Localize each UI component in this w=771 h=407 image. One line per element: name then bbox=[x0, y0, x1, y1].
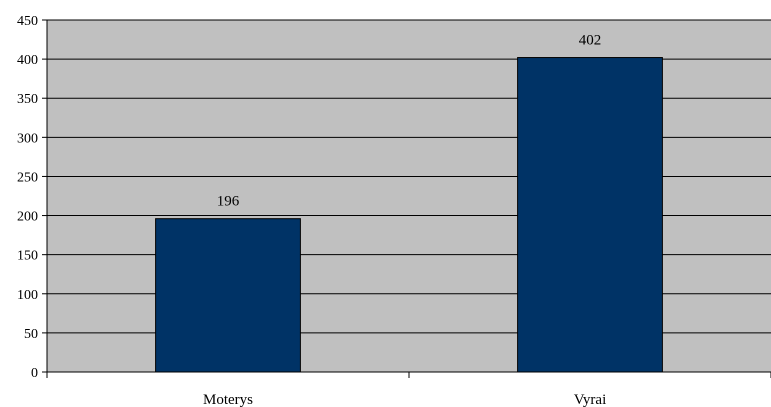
y-axis-ticks: 0 50 100 150 200 250 300 350 400 450 bbox=[17, 14, 47, 381]
y-tick-label: 200 bbox=[17, 210, 38, 225]
data-label-moterys: 196 bbox=[217, 194, 240, 210]
x-axis-ticks: Moterys Vyrai bbox=[46, 372, 771, 407]
y-tick-label: 400 bbox=[17, 53, 38, 68]
data-labels: 196 402 bbox=[217, 33, 602, 210]
data-label-vyrai: 402 bbox=[579, 33, 602, 49]
y-tick-label: 0 bbox=[31, 366, 38, 381]
bars bbox=[155, 57, 663, 373]
y-tick-label: 100 bbox=[17, 288, 38, 303]
y-tick-label: 50 bbox=[24, 327, 38, 342]
bar-vyrai bbox=[517, 57, 663, 373]
bar-moterys bbox=[155, 218, 301, 373]
y-tick-label: 450 bbox=[17, 14, 38, 29]
y-tick-label: 300 bbox=[17, 131, 38, 146]
y-tick-label: 350 bbox=[17, 92, 38, 107]
x-category-label: Vyrai bbox=[574, 392, 607, 407]
y-tick-label: 250 bbox=[17, 170, 38, 185]
y-tick-label: 150 bbox=[17, 249, 38, 264]
x-category-label: Moterys bbox=[203, 392, 253, 407]
